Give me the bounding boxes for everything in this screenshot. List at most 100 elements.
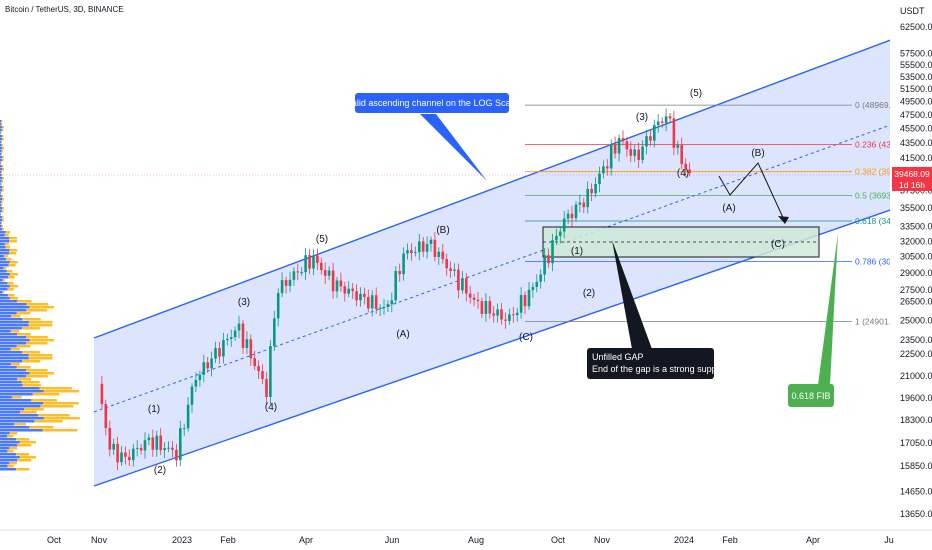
price-tick-label: 15850.00 <box>900 461 932 471</box>
volume-profile-bar-buy <box>0 195 2 198</box>
volume-profile-bar-buy <box>0 327 22 330</box>
volume-profile-bar-buy <box>0 171 2 174</box>
candle-body <box>637 149 640 160</box>
time-axis[interactable]: Oct Nov 2023 Feb Apr Jun Aug Oct Nov 2024 Feb Apr Ju <box>0 529 932 545</box>
candle-body <box>421 241 425 252</box>
volume-profile-bar-sell <box>26 336 48 339</box>
wave-label: (C) <box>519 332 533 343</box>
volume-profile-bar-buy <box>0 435 8 438</box>
candle-body <box>519 294 523 313</box>
volume-profile-bar-buy <box>0 381 22 384</box>
channel-upper-line[interactable] <box>93 37 897 339</box>
volume-profile-bar-buy <box>0 177 3 180</box>
volume-profile-bar-sell <box>1 204 3 207</box>
volume-profile-bar-sell <box>2 228 4 231</box>
fib-callout-pointer <box>818 233 838 385</box>
candle-body <box>120 452 123 463</box>
candle-body <box>143 440 147 451</box>
volume-profile-bar-buy <box>0 375 27 378</box>
candle-body <box>304 255 307 273</box>
volume-profile-bar-buy <box>0 447 10 450</box>
volume-profile-bar-buy <box>0 210 2 213</box>
price-tick-label: 45500.00 <box>900 124 932 134</box>
volume-profile-bar-buy <box>0 426 30 429</box>
fib-callout[interactable]: 0.618 FIB <box>788 233 838 407</box>
volume-profile-bar-sell <box>1 120 3 123</box>
volume-profile-bar-sell <box>7 450 14 453</box>
candle-body <box>265 379 268 398</box>
volume-profile-bar-buy <box>0 240 10 243</box>
candle-body <box>347 288 350 294</box>
candle-body <box>668 116 672 119</box>
gap-callout[interactable]: Unfilled GAP End of the gap is a strong … <box>587 240 728 379</box>
candle-body <box>472 297 476 300</box>
candle-body <box>112 443 115 450</box>
volume-profile-bar-sell <box>2 198 4 201</box>
volume-profile-bar-buy <box>0 357 29 360</box>
channel-callout-pointer <box>420 114 487 181</box>
candle-body <box>500 309 503 320</box>
volume-profile-bar-sell <box>1 144 3 147</box>
channel-mid-line[interactable] <box>93 122 897 413</box>
candle-body <box>453 269 456 271</box>
volume-profile-bar-sell <box>9 261 18 264</box>
candle-body <box>578 202 582 205</box>
volume-profile-bar-buy <box>0 198 3 201</box>
volume-profile-bar-buy <box>0 132 1 135</box>
candle-body <box>606 166 609 169</box>
volume-profile-bar-buy <box>0 336 27 339</box>
candle-body <box>308 255 311 269</box>
candle-body <box>100 383 104 405</box>
candle-body <box>147 437 151 441</box>
projection-path[interactable] <box>718 162 786 223</box>
wave-label: (C) <box>771 239 785 250</box>
volume-profile-bar-buy <box>0 126 3 129</box>
candle-body <box>625 141 629 150</box>
volume-profile-bar-buy <box>0 309 26 312</box>
volume-profile-bar-buy <box>0 423 15 426</box>
volume-profile-bar-sell <box>7 282 14 285</box>
channel-callout[interactable]: Valid ascending channel on the LOG Scale <box>347 93 518 181</box>
candle-body <box>559 231 562 236</box>
candle-body <box>135 447 139 449</box>
volume-profile-bar-buy <box>0 156 3 159</box>
volume-profile-bar-sell <box>9 297 18 300</box>
volume-profile-bar-buy <box>0 411 21 414</box>
volume-profile-bar-buy <box>0 450 8 453</box>
time-tick-label: Feb <box>722 535 738 545</box>
price-tick-label: 21000.00 <box>900 371 932 381</box>
candle-body <box>512 314 515 316</box>
volume-profile-bar-buy <box>0 120 2 123</box>
channel-callout-box <box>355 93 509 113</box>
volume-profile-bar-sell <box>2 186 4 189</box>
volume-profile-bar-buy <box>0 303 27 306</box>
price-axis[interactable]: USDT 13650.00 14650.00 15850.00 17050.00 183… <box>890 0 932 550</box>
wave-label: (5) <box>316 234 328 245</box>
price-tick-label: 35500.00 <box>900 203 932 213</box>
volume-profile-bar-sell <box>9 285 18 288</box>
volume-profile-bar-buy <box>0 288 8 291</box>
time-tick-label: Oct <box>47 535 62 545</box>
volume-profile-bar-buy <box>0 405 41 408</box>
fib-retracement[interactable]: 0 (48969.48) 0.236 (43289.32) 0.382 (39775… <box>525 100 920 327</box>
candle-body <box>300 272 303 274</box>
time-tick-label: Apr <box>299 535 313 545</box>
volume-profile-bar-buy <box>0 390 44 393</box>
volume-profile-bar-buy <box>0 342 27 345</box>
volume-profile-bar-buy <box>0 201 2 204</box>
time-tick-label: Jun <box>385 535 400 545</box>
price-ticks: 13650.00 14650.00 15850.00 17050.00 18300.00… <box>900 22 932 519</box>
wave-label: (1) <box>571 246 583 257</box>
volume-profile-bar-sell <box>6 258 12 261</box>
price-tick-label: 22500.00 <box>900 349 932 359</box>
candle-body <box>124 452 127 457</box>
candle-body <box>649 136 652 141</box>
volume-profile-bar-buy <box>0 213 1 216</box>
volume-profile-bar-buy <box>0 234 5 237</box>
volume-profile-bar-buy <box>0 174 2 177</box>
volume-profile-bar-buy <box>0 252 9 255</box>
volume-profile-bar-buy <box>0 279 3 282</box>
candle-body <box>602 166 605 174</box>
volume-profile-bar-sell <box>16 468 30 471</box>
volume-profile-bar-sell <box>17 333 31 336</box>
